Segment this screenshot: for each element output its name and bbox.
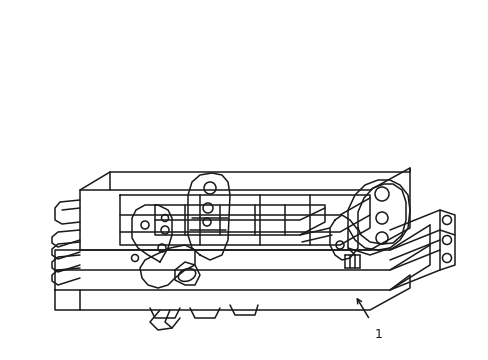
Text: 1: 1 bbox=[374, 328, 382, 341]
